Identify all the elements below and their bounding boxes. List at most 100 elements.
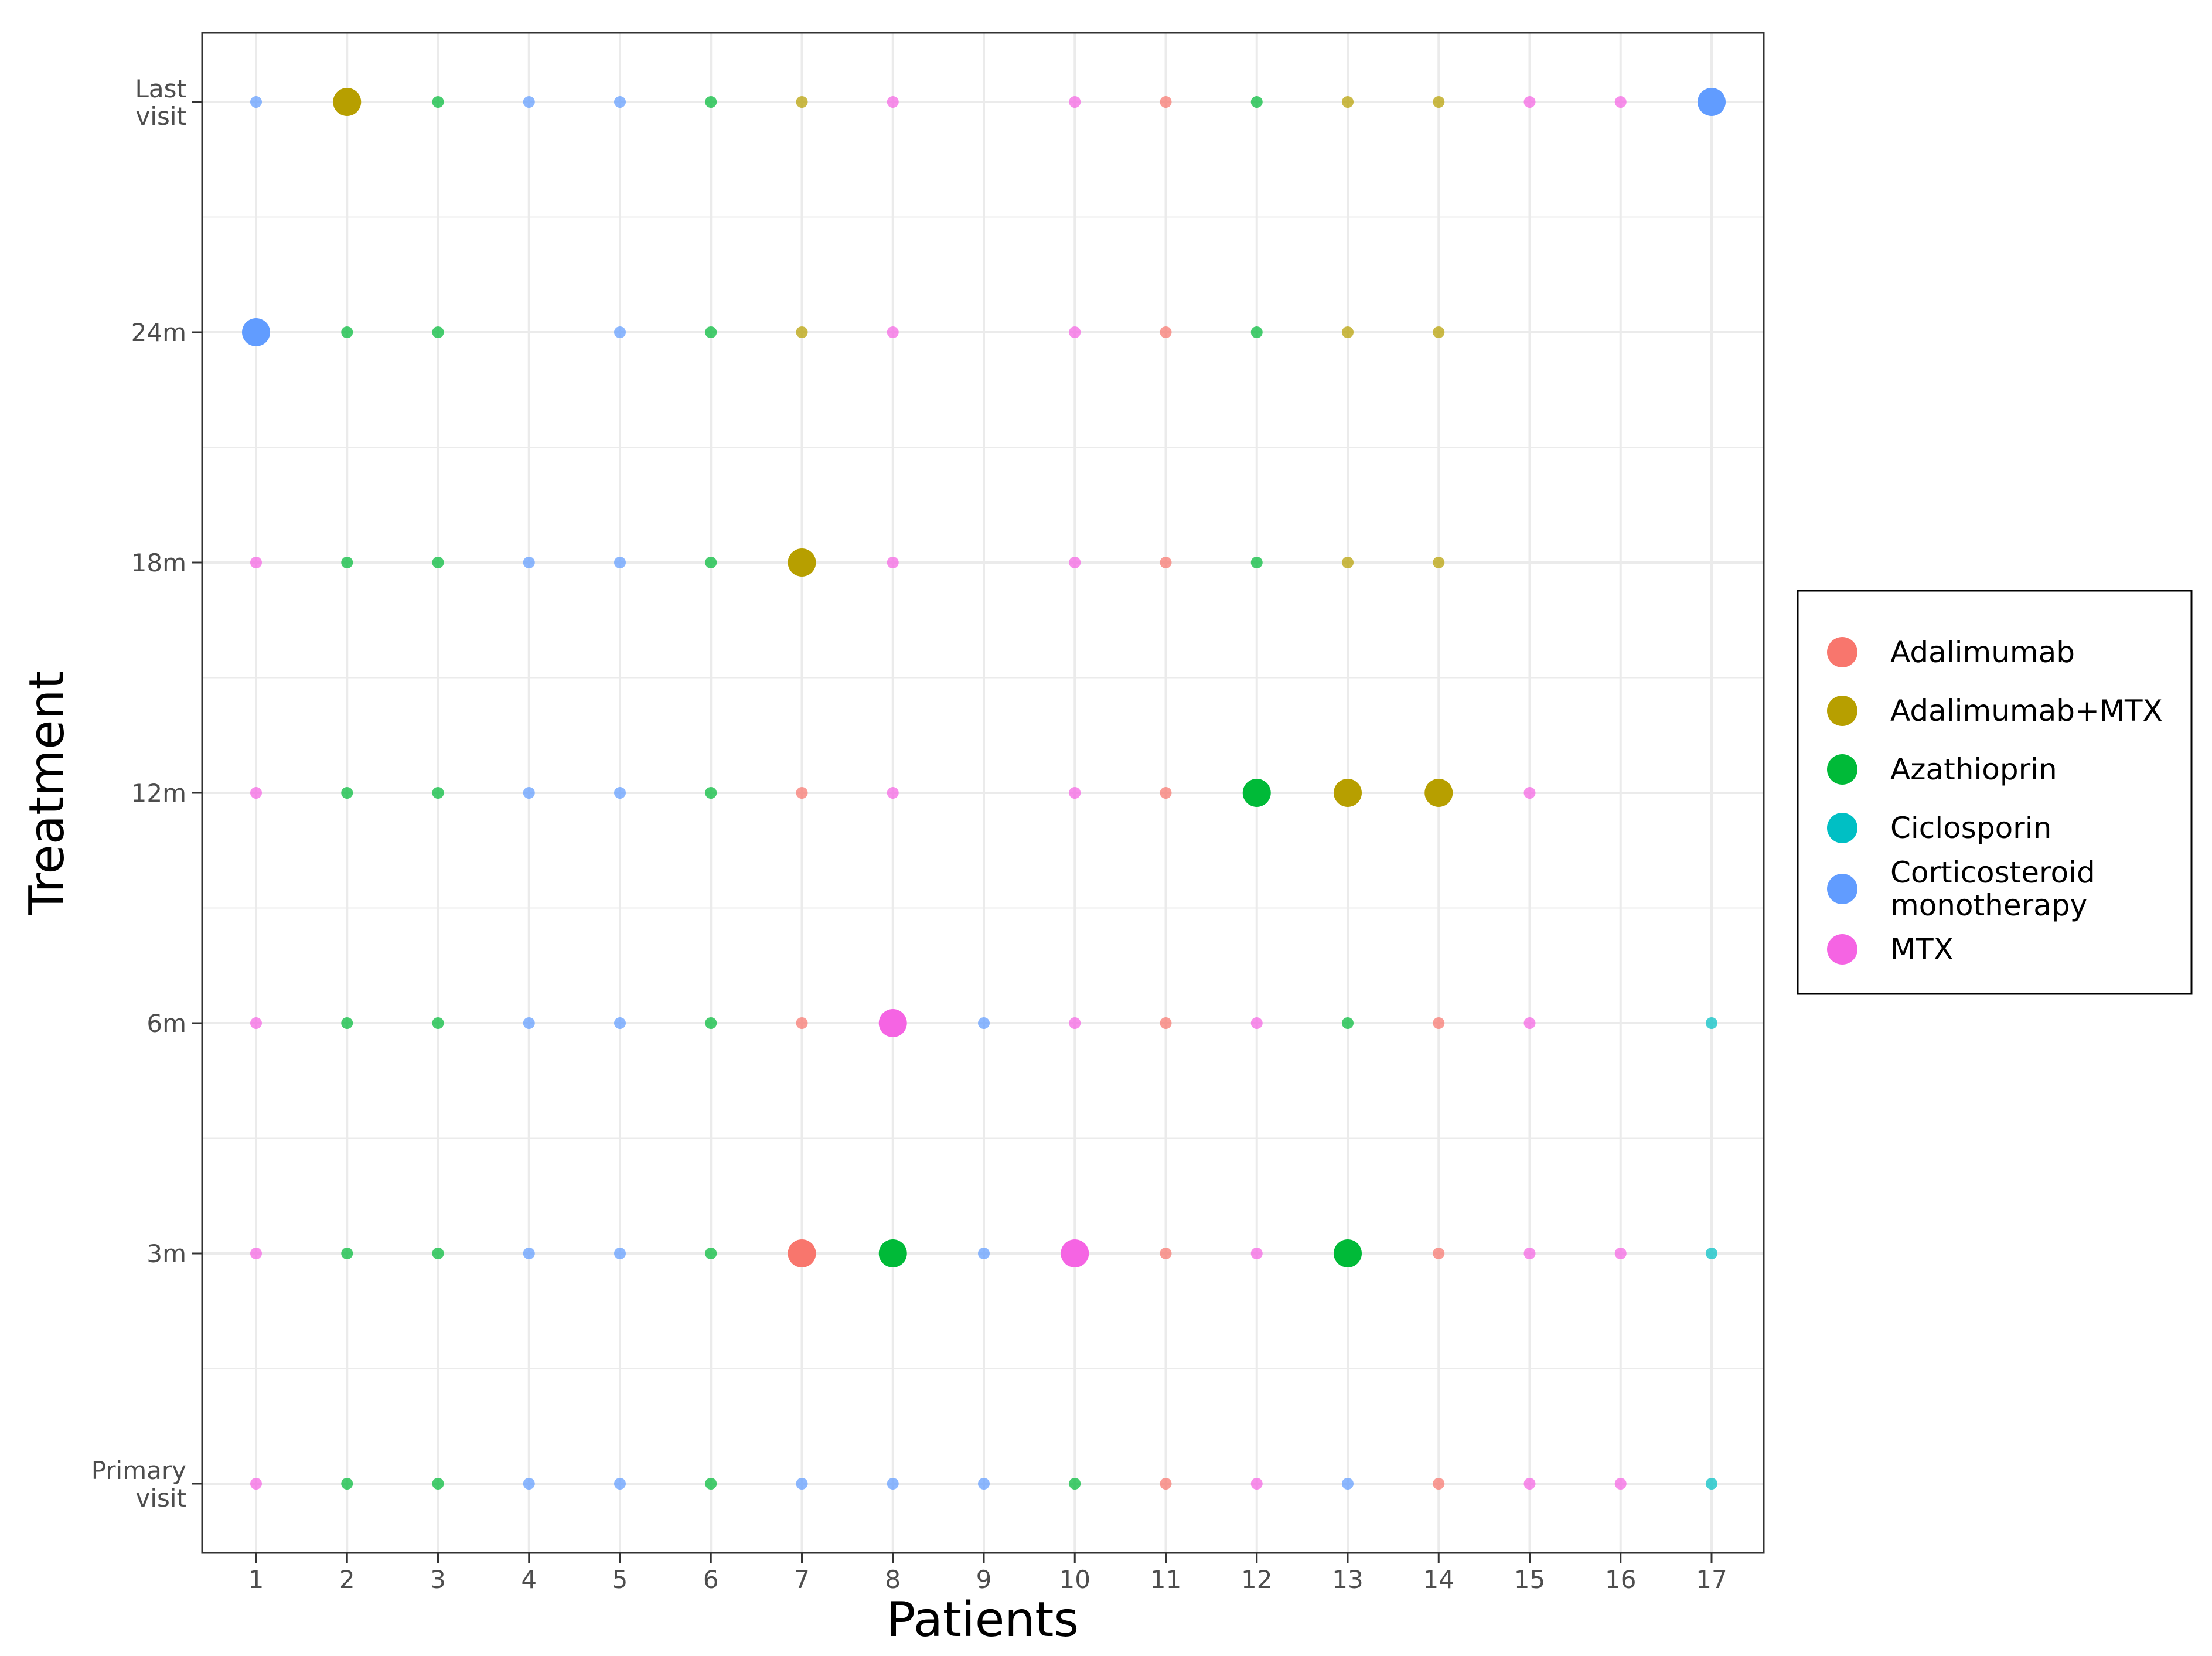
data-point: [614, 96, 626, 108]
x-tick-label: 16: [1605, 1565, 1636, 1594]
data-point: [614, 557, 626, 568]
data-point: [796, 96, 808, 108]
y-axis-title: Treatment: [19, 670, 75, 915]
data-point: [1160, 1248, 1172, 1259]
data-point: [1160, 326, 1172, 338]
legend-key: [1827, 637, 1857, 667]
data-point: [887, 557, 899, 568]
data-point: [1706, 1248, 1717, 1259]
data-point: [341, 1248, 353, 1259]
data-point: [1342, 1017, 1354, 1029]
data-point: [1069, 787, 1081, 799]
data-point: [523, 1478, 535, 1490]
legend-label: MTX: [1890, 932, 1954, 966]
data-point: [250, 557, 262, 568]
data-point: [1614, 1248, 1627, 1259]
data-point: [978, 1017, 990, 1029]
data-point: [523, 96, 535, 108]
data-point: [250, 1248, 262, 1259]
data-point: [432, 326, 444, 338]
switch-point: [878, 1239, 907, 1267]
x-axis-ticks: 1 2 3 4 5 6 7 8 9 10 11 12 13 14 15 16 17: [248, 1553, 1727, 1594]
data-point: [1523, 787, 1536, 799]
switch-point: [788, 548, 816, 577]
data-point: [523, 557, 535, 568]
x-tick-label: 10: [1059, 1565, 1090, 1594]
data-point: [250, 787, 262, 799]
data-point: [1523, 96, 1536, 108]
data-point: [250, 96, 262, 108]
data-point: [705, 1478, 717, 1490]
data-point: [887, 96, 899, 108]
switch-point: [333, 88, 362, 116]
data-point: [1250, 1017, 1263, 1029]
y-tick-label: Last visit: [135, 74, 187, 131]
switch-point: [1061, 1239, 1089, 1267]
switch-point: [1334, 1239, 1362, 1267]
data-point: [1250, 96, 1263, 108]
data-point: [1706, 1478, 1717, 1490]
x-tick-label: 4: [521, 1565, 537, 1594]
x-tick-label: 11: [1150, 1565, 1181, 1594]
data-point: [1069, 1478, 1081, 1490]
data-point: [705, 1248, 717, 1259]
data-point: [341, 557, 353, 568]
data-point: [978, 1478, 990, 1490]
data-point: [1433, 1478, 1445, 1490]
data-point: [341, 1017, 353, 1029]
x-tick-label: 7: [794, 1565, 810, 1594]
data-point: [796, 1478, 808, 1490]
data-point: [523, 787, 535, 799]
legend-box: [1797, 590, 2193, 995]
y-tick-label: 24m: [131, 318, 186, 347]
data-point: [1069, 1017, 1081, 1029]
data-point: [1069, 557, 1081, 568]
data-point: [341, 787, 353, 799]
data-point: [705, 96, 717, 108]
data-point: [614, 326, 626, 338]
data-point: [614, 1248, 626, 1259]
data-point: [341, 1478, 353, 1490]
y-axis-ticks: Primary visit 3m 6m 12m 18m 24m Last visit: [91, 74, 202, 1512]
switch-point: [788, 1239, 816, 1267]
data-point: [887, 1478, 899, 1490]
legend-label: Corticosteroid monotherapy: [1890, 856, 2095, 922]
data-point: [1523, 1248, 1536, 1259]
data-point: [523, 1248, 535, 1259]
switch-point: [1424, 779, 1453, 807]
data-point: [1160, 1478, 1172, 1490]
x-tick-label: 6: [703, 1565, 719, 1594]
x-tick-label: 13: [1332, 1565, 1363, 1594]
x-tick-label: 1: [248, 1565, 264, 1594]
legend-label: Ciclosporin: [1890, 811, 2051, 845]
x-tick-label: 3: [430, 1565, 446, 1594]
data-point: [705, 557, 717, 568]
data-point: [1433, 326, 1445, 338]
data-point: [1250, 557, 1263, 568]
data-points: [242, 88, 1726, 1490]
x-tick-label: 15: [1514, 1565, 1545, 1594]
legend-key: [1827, 813, 1857, 843]
data-point: [1433, 1017, 1445, 1029]
data-point: [796, 326, 808, 338]
data-point: [705, 326, 717, 338]
data-point: [432, 1017, 444, 1029]
data-point: [1342, 96, 1354, 108]
data-point: [1523, 1017, 1536, 1029]
data-point: [978, 1248, 990, 1259]
data-point: [1250, 326, 1263, 338]
x-tick-label: 9: [976, 1565, 992, 1594]
y-tick-label: 12m: [131, 779, 186, 807]
data-point: [432, 557, 444, 568]
data-point: [1069, 96, 1081, 108]
legend-key: [1827, 874, 1857, 904]
data-point: [1706, 1017, 1717, 1029]
data-point: [1433, 96, 1445, 108]
data-point: [887, 787, 899, 799]
data-point: [796, 787, 808, 799]
switch-point: [1334, 779, 1362, 807]
x-tick-label: 8: [885, 1565, 901, 1594]
legend: Adalimumab Adalimumab+MTX Azathioprin Ciclo…: [1797, 590, 2193, 995]
data-point: [1160, 96, 1172, 108]
